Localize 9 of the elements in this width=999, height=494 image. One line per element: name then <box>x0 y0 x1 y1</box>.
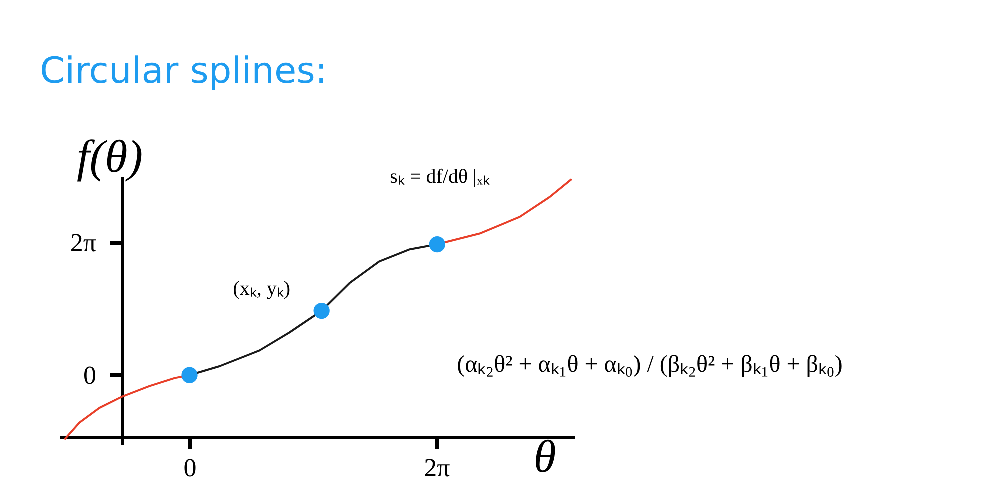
annotation: sₖ = df/dθ |ₓₖ <box>390 166 490 188</box>
chart-title: Circular splines: <box>40 51 328 92</box>
point <box>429 236 446 253</box>
annotation: (αₖ₂θ² + αₖ₁θ + αₖ₀) / (βₖ₂θ² + βₖ₁θ + βₖ₀) <box>457 352 843 378</box>
x-axis-title: θ <box>534 431 556 482</box>
annotation: (xₖ, yₖ) <box>233 278 290 300</box>
y-axis-title: f(θ) <box>76 131 144 182</box>
point <box>182 367 198 384</box>
point <box>314 302 330 320</box>
